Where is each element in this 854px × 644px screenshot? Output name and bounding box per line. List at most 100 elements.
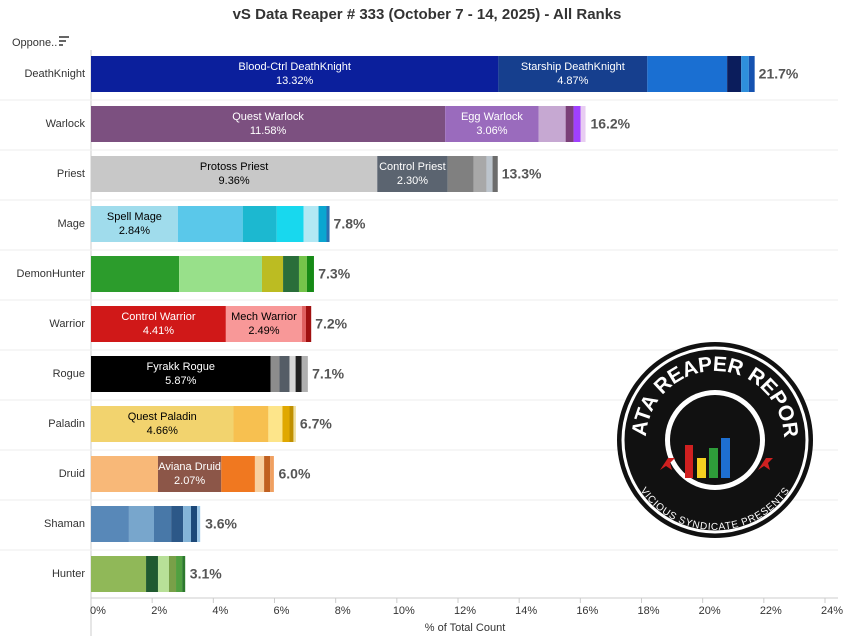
bar-segment	[91, 206, 178, 242]
category-label: Priest	[57, 168, 85, 180]
total-label: 3.6%	[205, 516, 237, 532]
sort-icon[interactable]	[59, 36, 69, 46]
segment-value-label: 2.49%	[248, 325, 279, 337]
bar-segment	[748, 56, 755, 92]
segment-value-label: 13.32%	[276, 75, 314, 87]
bar-segment	[326, 206, 330, 242]
bar-segment	[293, 406, 296, 442]
bar-segment	[303, 206, 319, 242]
bar-segment	[538, 106, 566, 142]
bar-segment	[91, 556, 147, 592]
bar-segment	[565, 106, 574, 142]
category-label: Shaman	[44, 518, 85, 530]
bar-segment	[91, 156, 378, 192]
logo-bar	[685, 445, 693, 478]
bar-segment	[306, 256, 314, 292]
segment-name: Protoss Priest	[200, 161, 268, 173]
sort-label[interactable]: Oppone..	[12, 37, 57, 49]
bar-segment	[283, 256, 299, 292]
segment-name: Starship DeathKnight	[521, 61, 625, 73]
bar-segment	[268, 406, 283, 442]
segment-name: Spell Mage	[107, 211, 162, 223]
category-label: DeathKnight	[24, 68, 85, 80]
bar-segment	[91, 356, 271, 392]
bar-segment	[91, 306, 226, 342]
bar-segment	[179, 256, 262, 292]
bar-segment	[289, 356, 296, 392]
bar-segment	[270, 356, 280, 392]
bar-segment	[157, 456, 222, 492]
segment-name: Fyrakk Rogue	[147, 361, 215, 373]
bar-segment	[289, 406, 294, 442]
bar-segment	[498, 56, 648, 92]
bar-segment	[242, 206, 277, 242]
bar-segment	[301, 356, 308, 392]
x-tick-label: 20%	[699, 605, 721, 617]
bar-segment	[279, 356, 290, 392]
total-label: 21.7%	[759, 66, 799, 82]
category-label: DemonHunter	[17, 268, 86, 280]
segment-name: Quest Warlock	[232, 111, 304, 123]
bar-segment	[445, 106, 539, 142]
segment-value-label: 2.30%	[397, 175, 428, 187]
category-label: Rogue	[53, 368, 85, 380]
x-tick-label: 8%	[335, 605, 351, 617]
x-tick-label: 18%	[637, 605, 659, 617]
bar-segment	[168, 556, 177, 592]
bar-segment	[91, 256, 180, 292]
bar-segment	[298, 256, 307, 292]
x-tick-label: 4%	[212, 605, 228, 617]
logo-bar	[721, 438, 730, 478]
total-label: 7.3%	[318, 266, 350, 282]
bar-segment	[146, 556, 158, 592]
bar-segment	[197, 506, 201, 542]
category-label: Warrior	[49, 318, 85, 330]
total-label: 13.3%	[502, 166, 542, 182]
logo-bar	[697, 458, 706, 478]
segment-value-label: 4.41%	[143, 325, 174, 337]
bar-segment	[182, 556, 186, 592]
total-label: 7.1%	[312, 366, 344, 382]
bar-segment	[377, 156, 448, 192]
x-tick-label: 22%	[760, 605, 782, 617]
bar-segment	[261, 256, 284, 292]
x-tick-label: 2%	[151, 605, 167, 617]
bar-segment	[306, 306, 312, 342]
bar-segment	[233, 406, 269, 442]
x-axis-title: % of Total Count	[425, 622, 506, 634]
segment-value-label: 4.66%	[147, 425, 178, 437]
bar-segment	[741, 56, 749, 92]
bar-segment	[264, 456, 271, 492]
segment-name: Control Priest	[379, 161, 446, 173]
bar-segment	[225, 306, 303, 342]
total-label: 3.1%	[190, 566, 222, 582]
segment-name: Blood-Ctrl DeathKnight	[238, 61, 351, 73]
segment-value-label: 4.87%	[557, 75, 588, 87]
segment-name: Quest Paladin	[128, 411, 197, 423]
bar-segment	[191, 506, 198, 542]
bar-segment	[157, 556, 169, 592]
x-tick-label: 6%	[274, 605, 290, 617]
x-tick-label: 0%	[90, 605, 106, 617]
bar-segment	[91, 506, 129, 542]
x-tick-label: 12%	[454, 605, 476, 617]
bar-segment	[318, 206, 327, 242]
bar-segment	[295, 356, 302, 392]
segment-value-label: 2.84%	[119, 225, 150, 237]
bar-segment	[270, 456, 274, 492]
segment-name: Control Warrior	[121, 311, 195, 323]
total-label: 7.2%	[315, 316, 347, 332]
bar-segment	[176, 556, 183, 592]
total-label: 16.2%	[590, 116, 630, 132]
segment-value-label: 2.07%	[174, 475, 205, 487]
bar-segment	[177, 206, 243, 242]
bar-segment	[128, 506, 155, 542]
segment-name: Mech Warrior	[231, 311, 297, 323]
bar-segment	[573, 106, 581, 142]
bar-segment	[221, 456, 255, 492]
bar-segment	[580, 106, 586, 142]
logo-bar	[709, 448, 718, 478]
bar-segment	[171, 506, 184, 542]
x-tick-label: 14%	[515, 605, 537, 617]
bar-segment	[183, 506, 192, 542]
